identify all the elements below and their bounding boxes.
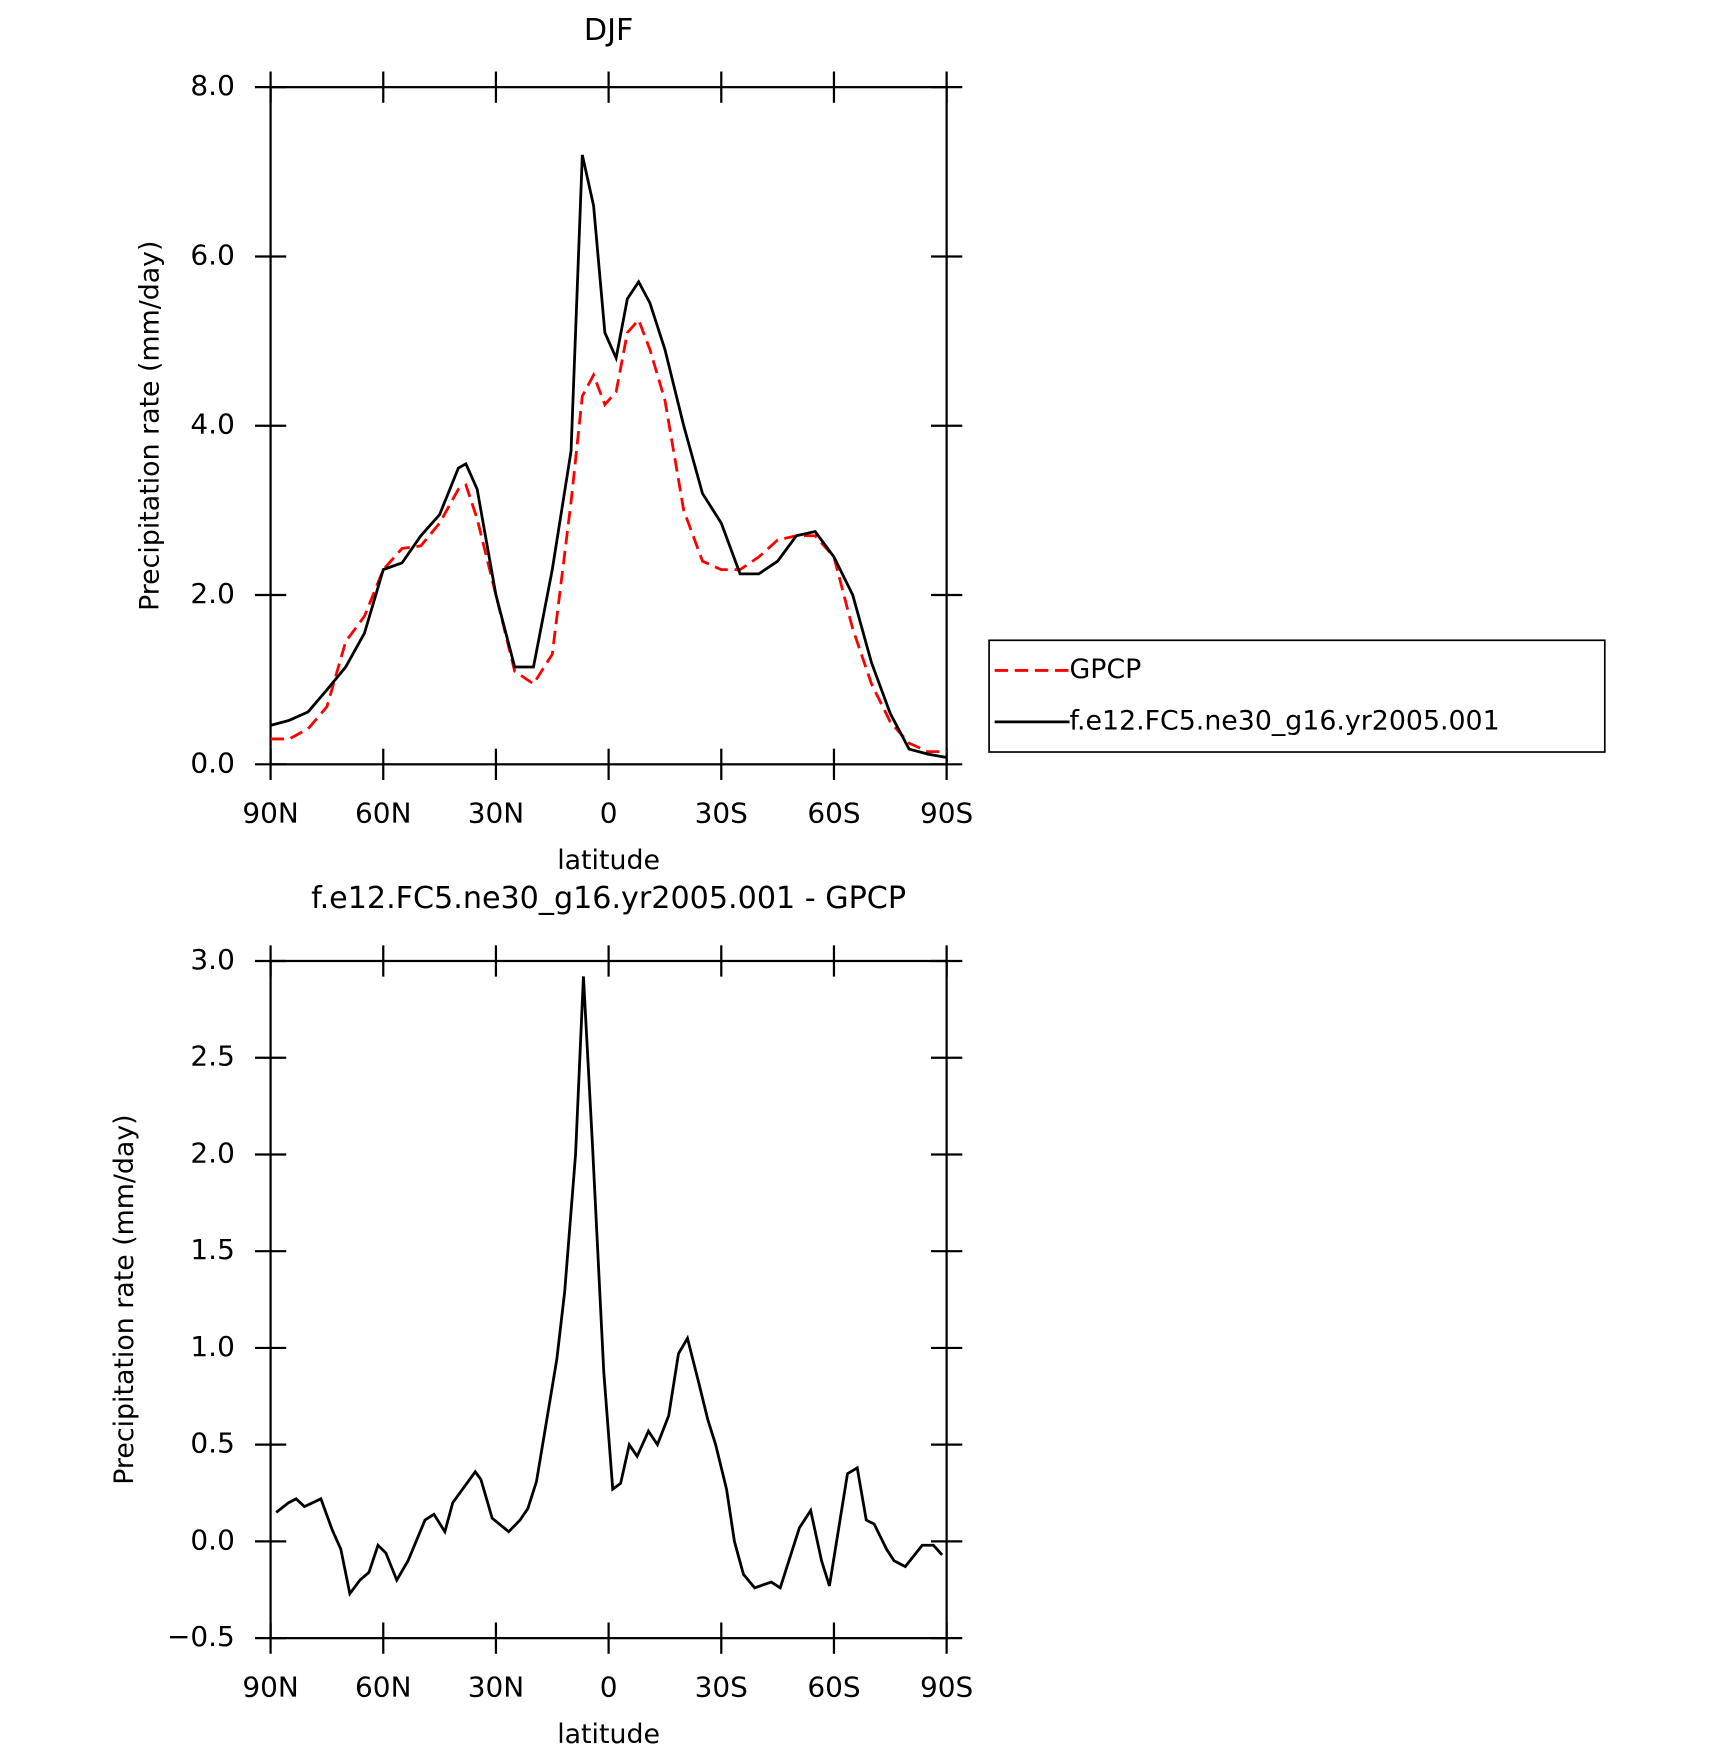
y-axis-label: Precipitation rate (mm/day): [135, 241, 166, 611]
y-tick-label: 0.0: [190, 746, 234, 779]
plot-frame: [269, 86, 948, 766]
x-tick-label: 60S: [807, 1670, 860, 1703]
legend-label: f.e12.FC5.ne30_g16.yr2005.001: [1070, 705, 1500, 736]
y-axis-label: Precipitation rate (mm/day): [109, 1114, 140, 1484]
y-tick-label: 2.0: [190, 1136, 234, 1169]
y-tick-label: −0.5: [167, 1620, 235, 1653]
chart-title: DJF: [584, 13, 633, 48]
x-tick-label: 90S: [920, 1670, 973, 1703]
y-tick-label: 0.0: [190, 1523, 234, 1556]
y-tick-label: 3.0: [190, 943, 234, 976]
x-tick-label: 90N: [242, 797, 298, 830]
x-tick-label: 90N: [242, 1670, 298, 1703]
x-tick-label: 0: [600, 1670, 618, 1703]
y-tick-label: 0.5: [190, 1427, 234, 1460]
legend-label: GPCP: [1070, 654, 1142, 685]
x-tick-label: 0: [600, 797, 618, 830]
y-tick-label: 6.0: [190, 238, 234, 271]
data-line: [270, 154, 947, 759]
plot-frame: [269, 959, 948, 1640]
x-tick-label: 30S: [695, 797, 748, 830]
data-line: [275, 976, 944, 1597]
y-tick-label: 4.0: [190, 408, 234, 441]
x-tick-label: 60S: [807, 797, 860, 830]
y-tick-label: 1.5: [190, 1233, 234, 1266]
y-tick-label: 1.0: [190, 1330, 234, 1363]
x-axis-label: latitude: [557, 1719, 660, 1750]
x-tick-label: 30S: [695, 1670, 748, 1703]
data-line: [270, 317, 947, 754]
x-tick-label: 60N: [355, 797, 411, 830]
x-tick-label: 30N: [468, 1670, 524, 1703]
x-tick-label: 30N: [468, 797, 524, 830]
y-tick-label: 8.0: [190, 69, 234, 102]
legend-box: [988, 639, 1606, 753]
chart-title: f.e12.FC5.ne30_g16.yr2005.001 - GPCP: [311, 881, 906, 916]
x-axis-label: latitude: [557, 845, 660, 876]
y-tick-label: 2.5: [190, 1040, 234, 1073]
y-tick-label: 2.0: [190, 577, 234, 610]
x-tick-label: 90S: [920, 797, 973, 830]
x-tick-label: 60N: [355, 1670, 411, 1703]
